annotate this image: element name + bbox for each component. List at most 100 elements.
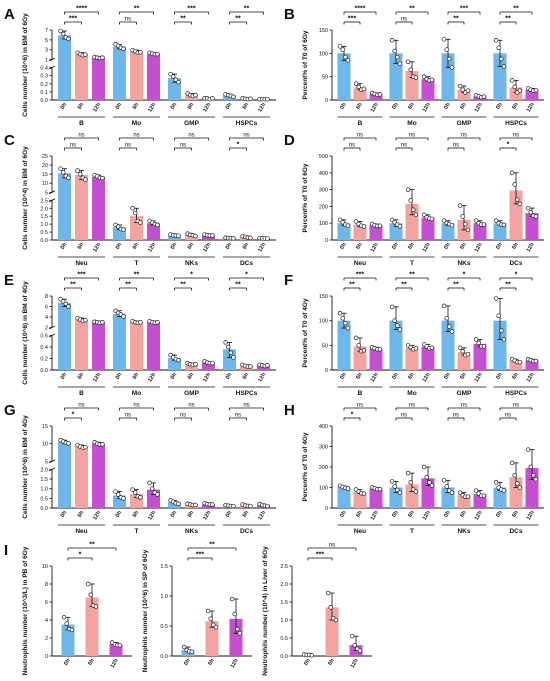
x-tick-label: 6h <box>242 509 251 518</box>
data-point <box>397 327 403 332</box>
y-tick-label: 0.4 <box>40 66 48 72</box>
data-point <box>533 477 539 482</box>
x-tick-label: 12h <box>526 509 536 521</box>
significance-label: *** <box>316 552 324 559</box>
data-point <box>193 92 198 98</box>
data-point <box>193 362 198 367</box>
data-point <box>208 616 213 622</box>
data-point <box>413 346 419 351</box>
data-point <box>132 210 138 216</box>
bar <box>185 364 198 370</box>
data-point <box>93 604 99 609</box>
data-point <box>389 479 395 484</box>
data-point <box>441 478 447 483</box>
data-point <box>147 480 152 486</box>
data-point <box>231 236 236 241</box>
x-tick-label: 12h <box>474 241 484 253</box>
data-point <box>58 28 63 34</box>
significance-label: *** <box>77 272 85 279</box>
y-tick-label: 1.5 <box>280 600 288 606</box>
y-tick-label: 400 <box>319 171 328 177</box>
data-point <box>533 87 539 93</box>
data-point <box>357 648 363 653</box>
data-point <box>465 494 471 499</box>
bar <box>421 79 435 100</box>
bar <box>369 348 383 370</box>
bar <box>113 313 126 370</box>
group-label: Mo <box>407 390 416 397</box>
y-tick-label: 1 <box>45 58 48 64</box>
bar <box>457 352 471 370</box>
data-point <box>248 96 253 102</box>
x-tick-label: 12h <box>370 371 380 383</box>
bar <box>113 46 126 100</box>
data-point <box>476 340 481 346</box>
x-tick-label: 0h <box>495 241 504 250</box>
group-label: HSPCs <box>236 390 258 397</box>
panel-letter-d: D <box>284 132 295 149</box>
data-point <box>343 54 348 60</box>
y-tick-label: 1.0 <box>160 594 168 600</box>
data-point <box>531 472 536 478</box>
data-point <box>481 344 487 349</box>
data-point <box>499 328 504 333</box>
x-tick-label: 12h <box>257 509 267 521</box>
data-point <box>444 47 449 52</box>
data-point <box>88 592 93 598</box>
data-point <box>481 94 487 99</box>
data-point <box>210 233 215 238</box>
x-tick-label: 0h <box>391 101 400 110</box>
significance-label: ** <box>180 282 186 289</box>
data-point <box>481 493 487 498</box>
data-point <box>61 615 67 620</box>
data-point <box>121 314 126 319</box>
data-point <box>533 358 539 364</box>
data-point <box>427 480 432 485</box>
y-tick-label: 400 <box>319 424 328 430</box>
group-label: Neu <box>354 528 366 535</box>
bar <box>493 320 507 370</box>
data-point <box>395 323 400 328</box>
data-point <box>337 217 343 223</box>
chart-a-bm-6gy-cells: 0.0 0.1 0.2 0.3 0.4 1 3 5 7 Cells number (10^6) i… <box>21 6 276 127</box>
panel-letter-g: G <box>4 402 16 419</box>
data-point <box>265 503 270 509</box>
data-point <box>525 447 531 452</box>
y-tick-label: 0.2 <box>40 357 48 363</box>
x-tick-label: 0h <box>303 657 312 666</box>
group-label: NKs <box>185 528 198 535</box>
x-tick-label: 12h <box>147 101 157 113</box>
bar <box>509 477 523 508</box>
data-point <box>155 320 160 325</box>
significance-label: * <box>237 142 240 149</box>
data-point <box>413 489 419 494</box>
data-point <box>395 54 400 60</box>
panel-letter-e: E <box>4 272 15 289</box>
y-tick-label: 8 <box>45 294 48 300</box>
data-point <box>138 495 143 500</box>
data-point <box>441 303 447 309</box>
data-point <box>345 486 351 491</box>
significance-label: ** <box>209 542 215 549</box>
x-tick-label: 0h <box>60 101 69 110</box>
data-point <box>121 46 126 51</box>
y-tick-label: 100 <box>319 486 328 492</box>
data-point <box>397 490 403 495</box>
group-label: NKs <box>457 260 470 267</box>
y-tick-label: 100 <box>319 51 328 57</box>
data-point <box>130 206 135 211</box>
significance-label: ** <box>235 16 241 23</box>
bar <box>223 349 236 370</box>
y-axis-label: Percent% of T0 of 6Gy <box>302 163 309 232</box>
x-tick-label: 12h <box>370 101 380 113</box>
data-point <box>337 44 343 49</box>
group-label: DCs <box>509 260 522 267</box>
data-point <box>349 633 355 639</box>
y-tick-label: 150 <box>319 28 328 34</box>
y-tick-label: 5 <box>45 38 48 44</box>
data-point <box>525 205 531 211</box>
data-point <box>66 175 71 181</box>
group-label: B <box>358 390 363 397</box>
y-tick-label: 0.2 <box>40 82 48 88</box>
x-tick-label: 12h <box>422 371 432 383</box>
